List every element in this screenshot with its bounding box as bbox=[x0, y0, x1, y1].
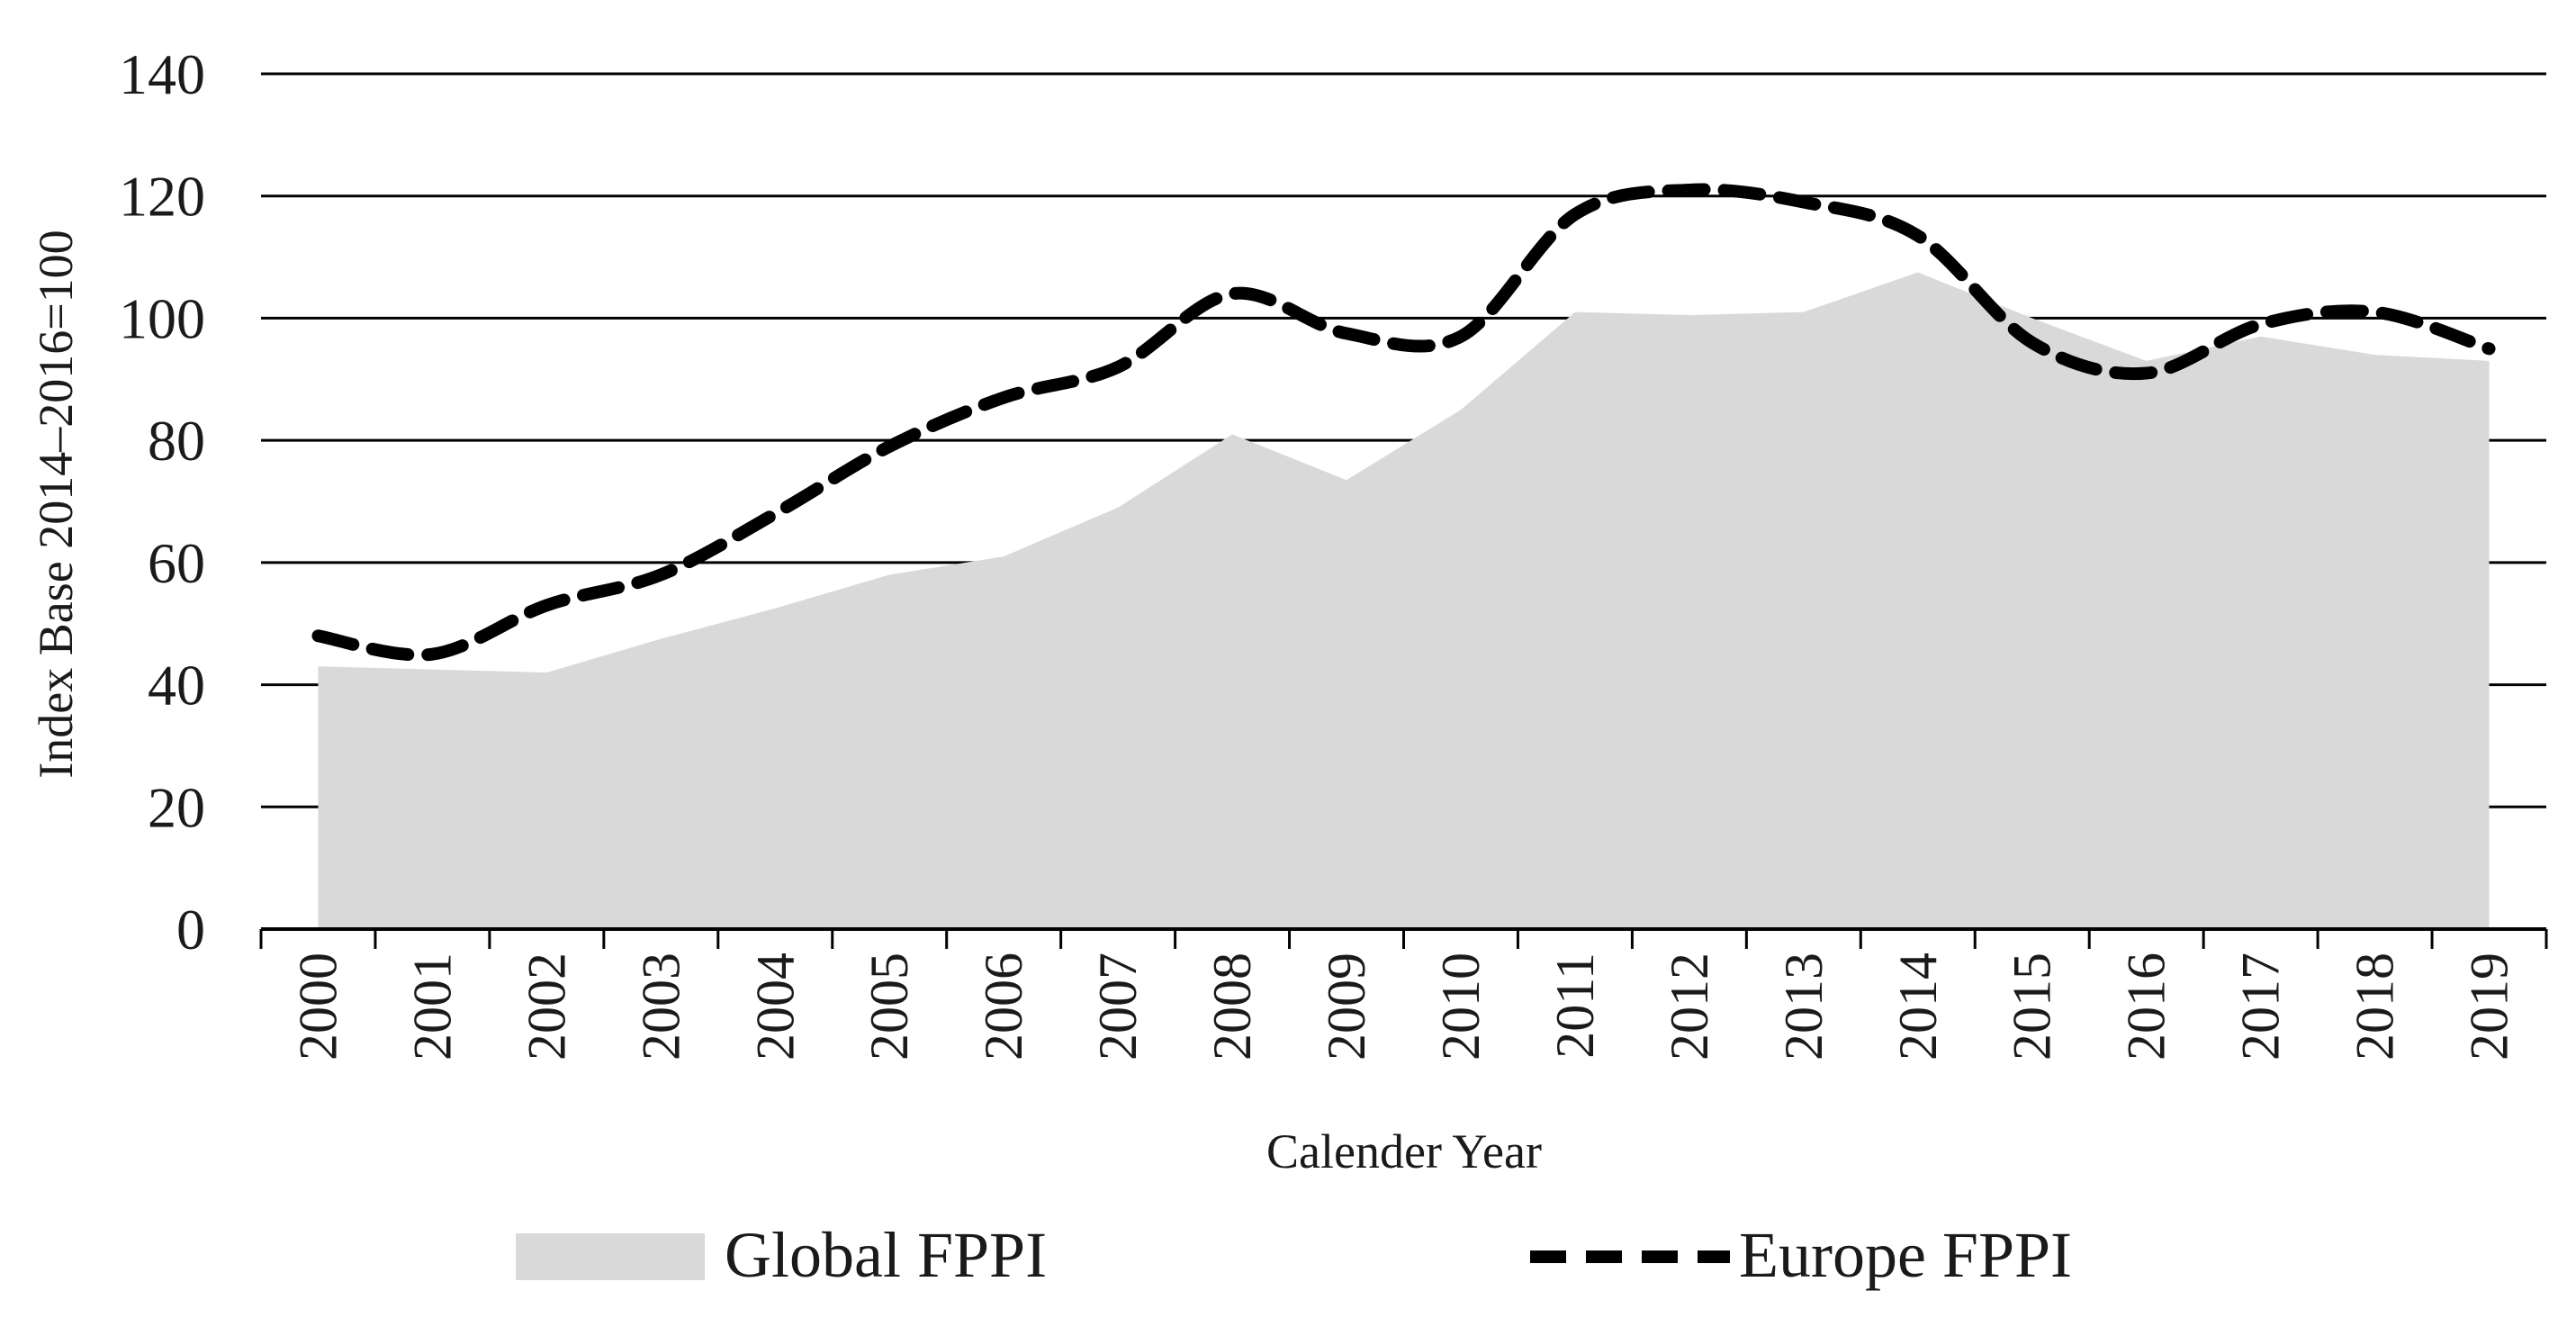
legend-label-europe-fppi: Europe FPPI bbox=[1739, 1219, 2072, 1291]
x-tick-label: 2019 bbox=[2460, 952, 2519, 1061]
legend-swatch-global-fppi bbox=[516, 1233, 705, 1280]
area-layer bbox=[318, 272, 2490, 929]
x-axis-ticks: 2000 2001 2002 2003 2004 2005 2006 2007 2008 2009… bbox=[288, 952, 2518, 1061]
global-fppi-area bbox=[318, 272, 2490, 929]
x-tick-label: 2006 bbox=[974, 952, 1033, 1061]
legend: Global FPPI Europe FPPI bbox=[516, 1219, 2072, 1291]
x-tick-label: 2004 bbox=[745, 952, 805, 1061]
europe-fppi-line bbox=[311, 183, 2496, 662]
x-tick-label: 2003 bbox=[631, 952, 690, 1061]
x-tick-label: 2018 bbox=[2346, 952, 2405, 1061]
x-tick-label: 2009 bbox=[1317, 952, 1376, 1061]
x-tick-label: 2012 bbox=[1660, 952, 1719, 1061]
x-tick-label: 2010 bbox=[1431, 952, 1491, 1061]
y-tick-label: 140 bbox=[119, 42, 205, 106]
y-axis-title: Index Base 2014–2016=100 bbox=[29, 230, 83, 778]
y-tick-label: 20 bbox=[148, 775, 205, 839]
y-tick-label: 100 bbox=[119, 286, 205, 350]
y-axis-ticks: 0 20 40 60 80 100 120 140 bbox=[119, 42, 205, 961]
x-tick-label: 2000 bbox=[288, 952, 347, 1061]
x-tick-label: 2011 bbox=[1545, 952, 1605, 1059]
x-tick-label: 2013 bbox=[1774, 952, 1833, 1061]
x-tick-label: 2014 bbox=[1888, 952, 1948, 1061]
x-tick-label: 2016 bbox=[2117, 952, 2176, 1061]
x-tick-label: 2007 bbox=[1088, 952, 1148, 1061]
x-tick-label: 2008 bbox=[1202, 952, 1262, 1061]
y-tick-label: 120 bbox=[119, 165, 205, 229]
x-tick-label: 2001 bbox=[402, 952, 462, 1061]
y-tick-label: 0 bbox=[176, 898, 205, 961]
x-axis-title: Calender Year bbox=[1266, 1124, 1542, 1178]
y-tick-label: 80 bbox=[148, 409, 205, 473]
x-tick-label: 2015 bbox=[2003, 952, 2062, 1061]
x-axis bbox=[259, 927, 2548, 949]
legend-label-global-fppi: Global FPPI bbox=[725, 1219, 1047, 1291]
y-tick-label: 60 bbox=[148, 531, 205, 595]
y-tick-label: 40 bbox=[148, 654, 205, 718]
x-tick-label: 2017 bbox=[2231, 952, 2291, 1061]
x-tick-label: 2002 bbox=[517, 952, 576, 1061]
x-tick-label: 2005 bbox=[860, 952, 919, 1061]
line-layer bbox=[311, 183, 2496, 662]
